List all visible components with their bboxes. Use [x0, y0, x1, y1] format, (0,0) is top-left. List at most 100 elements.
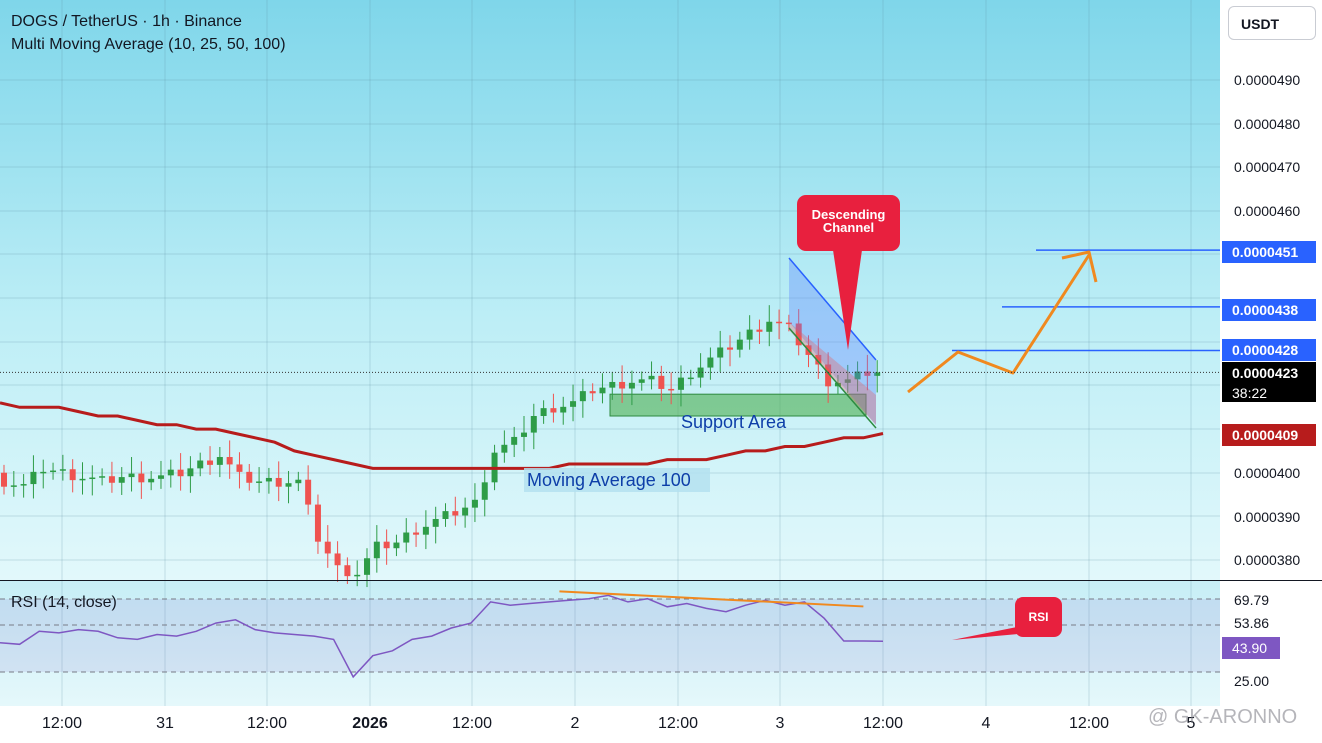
ma100-price-badge: 0.0000409 [1222, 424, 1316, 446]
channel-lower-fill [789, 322, 876, 425]
candle-body [20, 484, 27, 486]
candle-body [638, 379, 645, 383]
indicator-legend[interactable]: Multi Moving Average (10, 25, 50, 100) [11, 36, 286, 53]
candle-body [69, 469, 76, 481]
candle-body [246, 471, 253, 483]
currency-button[interactable]: USDT [1228, 6, 1316, 40]
candle-body [864, 371, 871, 376]
candle-body [570, 401, 577, 407]
rsi-lower-band-label: 25.00 [1234, 673, 1270, 689]
candle-body [256, 481, 263, 483]
candle-body [393, 542, 400, 549]
candle-body [99, 476, 106, 478]
candle-body [118, 477, 125, 483]
target-level-lines [952, 249, 1220, 352]
price-tick: 0.0000400 [1234, 465, 1301, 481]
rsi-legend[interactable]: RSI (14, close) [11, 594, 117, 611]
time-tick: 12:00 [862, 715, 904, 732]
candle-body [481, 482, 488, 500]
candle-body [275, 477, 282, 487]
target-3-price-badge: 0.0000451 [1222, 241, 1316, 263]
price-tick: 0.0000460 [1234, 203, 1301, 219]
time-tick: 2026 [352, 715, 388, 732]
candle-body [746, 329, 753, 340]
candle-body [108, 476, 115, 483]
candle-body [471, 499, 478, 508]
candle-body [236, 464, 243, 472]
candle-body [619, 381, 626, 389]
candle-body [324, 541, 331, 554]
candle-body [785, 322, 792, 325]
rsi-callout: RSI [1015, 597, 1062, 637]
rsi-value-badge: 43.90 [1222, 637, 1280, 659]
symbol-title[interactable]: DOGS / TetherUS · 1h · Binance [11, 13, 242, 30]
time-tick: 12:00 [41, 715, 83, 732]
candle-body [599, 387, 606, 394]
time-tick: 2 [570, 715, 580, 732]
candle-body [815, 354, 822, 365]
candle-body [10, 485, 17, 487]
moving-average-label: Moving Average 100 [524, 468, 710, 492]
time-tick: 12:00 [451, 715, 493, 732]
candle-body [226, 457, 233, 465]
candle-body [550, 408, 557, 413]
candle-body [128, 473, 135, 478]
candle-body [579, 391, 586, 402]
descending-channel-callout: Descending Channel [797, 195, 900, 251]
candle-body [383, 541, 390, 549]
candle-body [422, 526, 429, 535]
candle-body [344, 565, 351, 577]
rsi-plot [0, 590, 1220, 679]
candle-body [530, 416, 537, 433]
candle-body [432, 518, 439, 527]
descending-channel-pointer [833, 250, 862, 350]
candle-body [1, 472, 7, 487]
candle-body [697, 367, 704, 378]
candle-body [89, 477, 96, 480]
candle-body [707, 357, 714, 368]
candle-body [30, 471, 37, 485]
candle-body [609, 381, 616, 388]
target-2-price-badge: 0.0000438 [1222, 299, 1316, 321]
descending-channel [788, 257, 877, 429]
channel-upper-fill [789, 258, 876, 425]
candle-body [59, 469, 66, 471]
support-area-box [609, 393, 867, 417]
time-tick: 12:00 [1068, 715, 1110, 732]
time-tick: 12:00 [657, 715, 699, 732]
candle-body [854, 371, 861, 380]
candle-body [207, 460, 214, 465]
author-watermark: @ GK-ARONNO [1148, 706, 1298, 728]
candle-body [736, 339, 743, 350]
time-tick: 12:00 [246, 715, 288, 732]
target-1-price-badge: 0.0000428 [1222, 339, 1316, 361]
price-tick: 0.0000490 [1234, 72, 1301, 88]
time-axis-background [0, 706, 1322, 743]
candle-body [668, 388, 675, 391]
candle-body [501, 444, 508, 453]
candle-body [295, 479, 302, 484]
candle-body [157, 475, 164, 479]
candle-body [413, 532, 420, 535]
candle-body [520, 432, 527, 437]
candle-body [874, 372, 881, 376]
candle-body [648, 375, 655, 380]
candle-body [825, 364, 832, 387]
bar-countdown: 38:22 [1232, 385, 1268, 401]
candle-body [727, 347, 734, 350]
price-tick: 0.0000380 [1234, 552, 1301, 568]
candle-body [373, 541, 380, 559]
candle-body [677, 377, 684, 390]
candle-body [628, 382, 635, 389]
candle-body [717, 347, 724, 358]
time-tick: 4 [981, 715, 991, 732]
projection-path [907, 254, 1091, 394]
candle-body [216, 457, 223, 465]
candle-body [844, 379, 851, 383]
projection-arrowhead [1061, 250, 1098, 283]
candle-body [285, 483, 292, 487]
candle-body [756, 329, 763, 332]
candle-body [314, 504, 321, 542]
rsi-upper-band-label: 69.79 [1234, 592, 1270, 608]
